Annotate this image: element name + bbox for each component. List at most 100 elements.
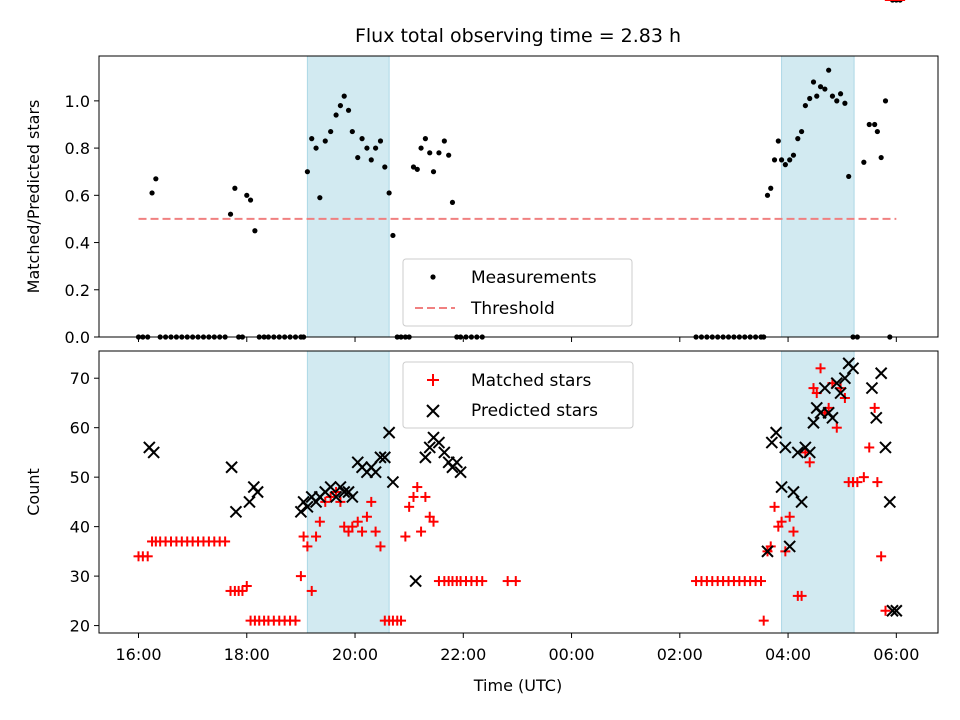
matched-point	[765, 541, 776, 552]
predicted-point-b	[324, 480, 337, 494]
matched-point	[876, 551, 887, 562]
matched-point	[347, 521, 358, 532]
matched-point	[420, 491, 431, 502]
matched-point	[302, 541, 313, 552]
matched-point	[758, 615, 769, 626]
measurement-point	[317, 195, 323, 201]
measurement-point	[771, 157, 778, 163]
bottom-y-ticks: 20 30 40 50 60 70	[70, 369, 99, 636]
measurement-point	[382, 164, 388, 170]
predicted-point	[874, 367, 888, 380]
predicted-point	[826, 411, 839, 424]
matched-point	[298, 531, 309, 542]
x-tick-label: 00:00	[548, 645, 594, 664]
top-x-ticks	[138, 337, 897, 342]
matched-point	[831, 422, 842, 433]
predicted-point	[419, 451, 432, 464]
predicted-point-b	[294, 505, 308, 518]
predicted-point	[775, 480, 788, 494]
predicted-point	[830, 376, 843, 390]
measurement-point	[355, 154, 361, 161]
predicted-point	[879, 441, 892, 454]
legend-matched-marker	[427, 374, 439, 386]
matched-point	[776, 516, 787, 527]
measurement-point	[802, 102, 808, 109]
predicted-point	[369, 466, 382, 479]
matched-stars-series	[133, 0, 906, 626]
predicted-point-b	[803, 446, 816, 459]
predicted-point	[147, 446, 160, 459]
measurement-point	[861, 159, 867, 165]
matched-point	[314, 516, 325, 527]
predicted-point	[329, 490, 343, 504]
predicted-point-b	[438, 446, 451, 459]
predicted-point	[374, 451, 387, 464]
measurement-point	[322, 138, 328, 144]
measurement-point	[372, 145, 379, 151]
matched-point	[366, 496, 377, 507]
matched-point	[804, 457, 815, 468]
legend-measurements-marker	[430, 274, 436, 280]
predicted-point	[886, 604, 899, 617]
predicted-point-b	[779, 441, 792, 454]
matched-point	[477, 576, 488, 587]
predicted-point	[438, 446, 451, 459]
measurement-point	[782, 162, 788, 168]
measurement-point	[882, 98, 889, 104]
predicted-point-b	[229, 505, 243, 518]
measurement-point	[252, 228, 258, 234]
measurement-point	[810, 79, 817, 85]
measurement-point	[422, 136, 428, 142]
predicted-point-b	[783, 540, 796, 553]
legend-predicted-marker	[426, 404, 440, 418]
x-tick-label: 04:00	[765, 645, 811, 664]
matched-point	[815, 363, 826, 374]
x-tick-label: 06:00	[873, 645, 919, 664]
y-tick-label: 60	[70, 419, 90, 438]
predicted-point	[795, 495, 808, 509]
matched-point	[880, 605, 891, 616]
y-tick-label: 0.8	[65, 139, 90, 158]
predicted-point-b	[369, 466, 382, 479]
predicted-point	[883, 495, 897, 509]
predicted-point-b	[346, 490, 359, 504]
matched-point	[864, 442, 875, 453]
predicted-point-b	[791, 446, 805, 459]
predicted-point-b	[865, 381, 879, 395]
y-tick-label: 0.4	[65, 234, 90, 253]
predicted-point	[386, 475, 400, 489]
predicted-point-b	[301, 500, 314, 514]
measurement-point	[333, 112, 339, 118]
predicted-point-b	[225, 461, 238, 474]
measurement-point	[874, 128, 880, 135]
measurement-point	[798, 128, 805, 135]
measurement-point	[390, 232, 396, 239]
predicted-point-b	[454, 466, 467, 479]
predicted-point-b	[795, 495, 808, 509]
predicted-point	[225, 461, 238, 474]
bottom-legend-box	[402, 361, 634, 429]
measurement-point	[795, 136, 801, 142]
predicted-point	[870, 411, 883, 424]
predicted-point	[301, 500, 314, 514]
predicted-point-b	[787, 485, 800, 499]
predicted-point-b	[432, 436, 446, 449]
matched-point	[769, 501, 780, 512]
predicted-point	[890, 604, 903, 617]
predicted-point	[243, 495, 256, 509]
measurement-point	[386, 190, 392, 196]
measurement-point	[337, 102, 344, 109]
measurement-point	[846, 173, 852, 180]
measurement-point	[368, 157, 374, 163]
y-tick-label: 0.0	[65, 328, 90, 347]
measurement-point	[247, 197, 254, 203]
measurement-point	[441, 138, 447, 144]
y-tick-label: 20	[70, 617, 90, 636]
measurement-point	[377, 138, 384, 144]
measurement-point	[418, 145, 424, 151]
legend-matched-label: Matched stars	[471, 371, 591, 391]
predicted-point-b	[890, 604, 903, 617]
x-axis-label: Time (UTC)	[473, 676, 562, 695]
y-tick-label: 30	[70, 567, 90, 586]
measurement-point	[309, 136, 315, 142]
